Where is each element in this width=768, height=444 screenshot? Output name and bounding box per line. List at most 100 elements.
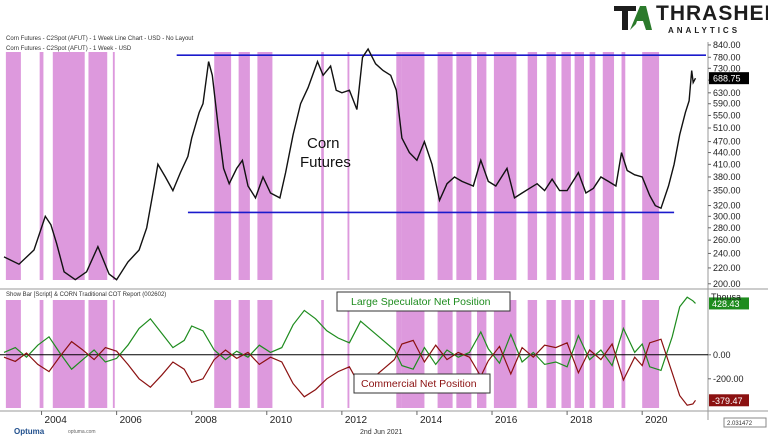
axes: 840.00780.00730.00680.00630.00590.00550.… [41,40,767,428]
pane-frames [0,42,768,420]
shade-band-cot [621,300,626,408]
x-tick-label: 2012 [345,415,368,426]
price-y-tick-label: 300.00 [713,211,741,221]
shade-band-price [347,52,350,280]
price-y-tick-label: 280.00 [713,223,741,233]
spec-series-line [3,296,696,372]
price-y-tick-label: 320.00 [713,201,741,211]
shade-band-price [401,52,425,280]
x-tick-label: 2006 [120,415,143,426]
x-tick-label: 2004 [45,415,68,426]
price-y-tick-label: 410.00 [713,159,741,169]
price-label-corn: Corn [307,135,340,152]
price-y-tick-label: 240.00 [713,248,741,258]
price-y-tick-label: 260.00 [713,235,741,245]
price-y-tick-label: 630.00 [713,88,741,98]
comm-label-text: Commercial Net Position [361,378,477,390]
price-y-tick-label: 590.00 [713,99,741,109]
price-y-tick-label: 380.00 [713,172,741,182]
logo-main-text: THRASHER [656,2,768,25]
shade-band-price [88,52,108,280]
price-y-tick-label: 470.00 [713,137,741,147]
spec-label-box [336,291,511,312]
x-tick-label: 2020 [645,415,668,426]
shade-band-price [642,52,660,280]
price-series-line [3,47,697,281]
shade-band-cot [52,300,85,408]
price-y-tick-label: 440.00 [713,148,741,158]
shade-band-price [602,52,615,280]
spec-last-value-label: 428.43 [712,299,740,309]
price-y-tick-label: 780.00 [713,52,741,62]
shade-band-price [561,52,571,280]
shade-band-price [112,52,115,280]
price-pane: Corn Futures [3,47,706,281]
price-pane-title: Corn Futures - C2Spot (AFUT) - 1 Week - … [6,46,132,52]
shade-band-price [396,52,402,280]
shade-band-cot [347,300,350,408]
footer-date: 2nd Jun 2021 [360,429,403,436]
price-y-tick-label: 510.00 [713,123,741,133]
shade-band-cot [5,300,21,408]
chart-top-title: Corn Futures - C2Spot (AFUT) - 1 Week Li… [6,36,194,42]
x-tick-label: 2016 [495,415,518,426]
shade-band-price [477,52,487,280]
spec-label-text: Large Speculator Net Position [351,296,491,308]
price-last-value-label: 688.75 [713,74,741,84]
x-tick-label: 2010 [270,415,293,426]
shade-band-cot [39,300,44,408]
footer-brand: Optuma [14,427,45,436]
comm-last-value-label: -379.47 [712,396,743,406]
price-y-tick-label: 550.00 [713,110,741,120]
comm-label-box [353,373,491,394]
footer-last-box-label: 2.031472 [727,421,753,427]
shade-band-price [546,52,556,280]
shade-band-price [493,52,517,280]
price-label-futures: Futures [300,154,351,171]
price-y-tick-label: 350.00 [713,186,741,196]
comm-last-value-box [709,394,749,407]
shade-band-price [257,52,273,280]
cot-pane: Large Speculator Net Position Commercial … [0,291,708,406]
x-tick-label: 2014 [420,415,443,426]
logo-sub-text: ANALYTICS [668,26,741,35]
shade-band-cot [396,300,402,408]
shade-band-price [321,52,324,280]
x-tick-label: 2018 [570,415,593,426]
cot-pane-title: Show Bar [Script] & CORN Traditional COT… [6,292,167,298]
shade-band-cot [546,300,556,408]
spec-last-value-box [709,297,749,310]
shade-band-cot [214,300,232,408]
shade-band-cot [493,300,517,408]
price-y-tick-label: 200.00 [713,279,741,289]
shade-band-price [437,52,453,280]
shade-band-price [456,52,472,280]
shade-band-price [527,52,538,280]
shade-band-cot [527,300,538,408]
shade-band-cot [257,300,273,408]
shade-band-price [621,52,626,280]
shade-band-cot [112,300,115,408]
shade-band-cot [477,300,487,408]
price-y-tick-label: 840.00 [713,40,741,50]
footer-last-box [723,417,767,428]
cot-axis-unit: Thousa [711,292,741,302]
price-y-tick-label: 730.00 [713,63,741,73]
shade-band-price [589,52,596,280]
shade-band-cot [602,300,615,408]
cot-y-tick-label: -200.00 [713,374,744,384]
logo-mark-icon [614,6,652,30]
x-tick-label: 2008 [195,415,218,426]
shade-band-price [574,52,584,280]
shade-band-cot [589,300,596,408]
price-last-value-box [709,72,749,85]
shade-band-cot [561,300,571,408]
shade-band-price [5,52,21,280]
footer-small: optuma.com [68,429,96,435]
shade-band-price [52,52,85,280]
shade-band-cot [321,300,324,408]
cot-y-tick-label: 0.00 [713,350,731,360]
shade-band-cot [642,300,660,408]
